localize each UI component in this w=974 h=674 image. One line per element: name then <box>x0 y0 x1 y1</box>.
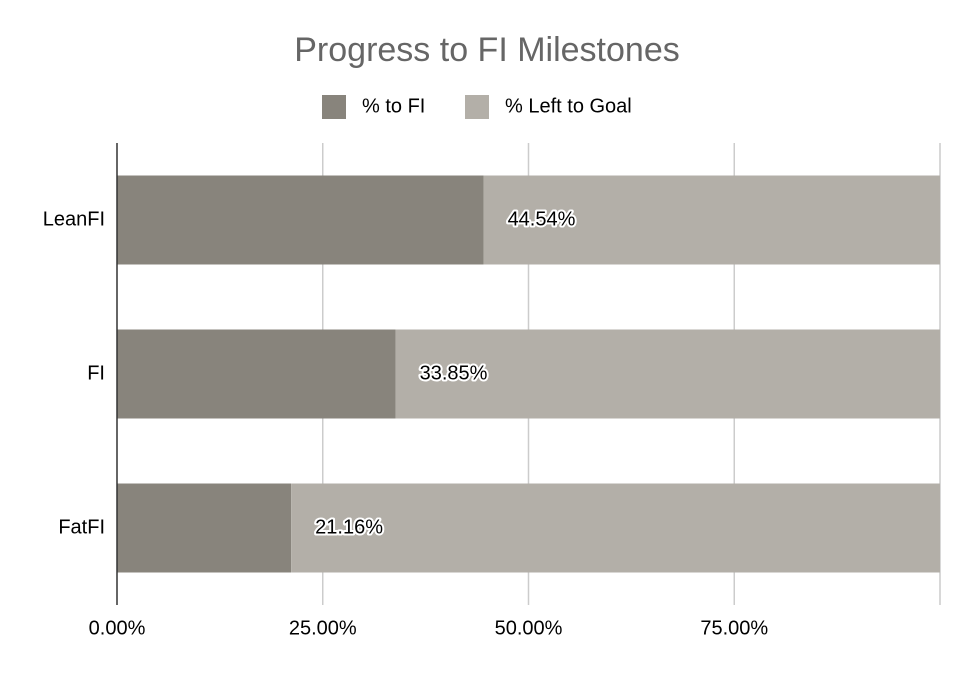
data-label: 44.54% <box>508 208 576 230</box>
legend-swatch <box>322 95 346 119</box>
legend-swatch <box>465 95 489 119</box>
y-tick-label: FI <box>87 362 105 384</box>
bar-segment <box>483 175 940 265</box>
x-tick-label: 50.00% <box>495 617 563 639</box>
y-tick-label: LeanFI <box>43 208 105 230</box>
legend-label: % to FI <box>362 95 425 117</box>
bar-segment <box>117 175 484 265</box>
y-tick-label: FatFI <box>58 516 105 538</box>
bar-segment <box>291 483 940 573</box>
legend-label: % Left to Goal <box>505 95 632 117</box>
x-tick-label: 75.00% <box>700 617 768 639</box>
x-tick-label: 25.00% <box>289 617 357 639</box>
x-tick-label: 0.00% <box>89 617 146 639</box>
chart-title: Progress to FI Milestones <box>294 31 679 69</box>
bar-segment <box>117 483 292 573</box>
bar-segment <box>395 329 940 419</box>
bar-segment <box>117 329 396 419</box>
data-label: 33.85% <box>420 362 488 384</box>
data-label: 21.16% <box>315 516 383 538</box>
